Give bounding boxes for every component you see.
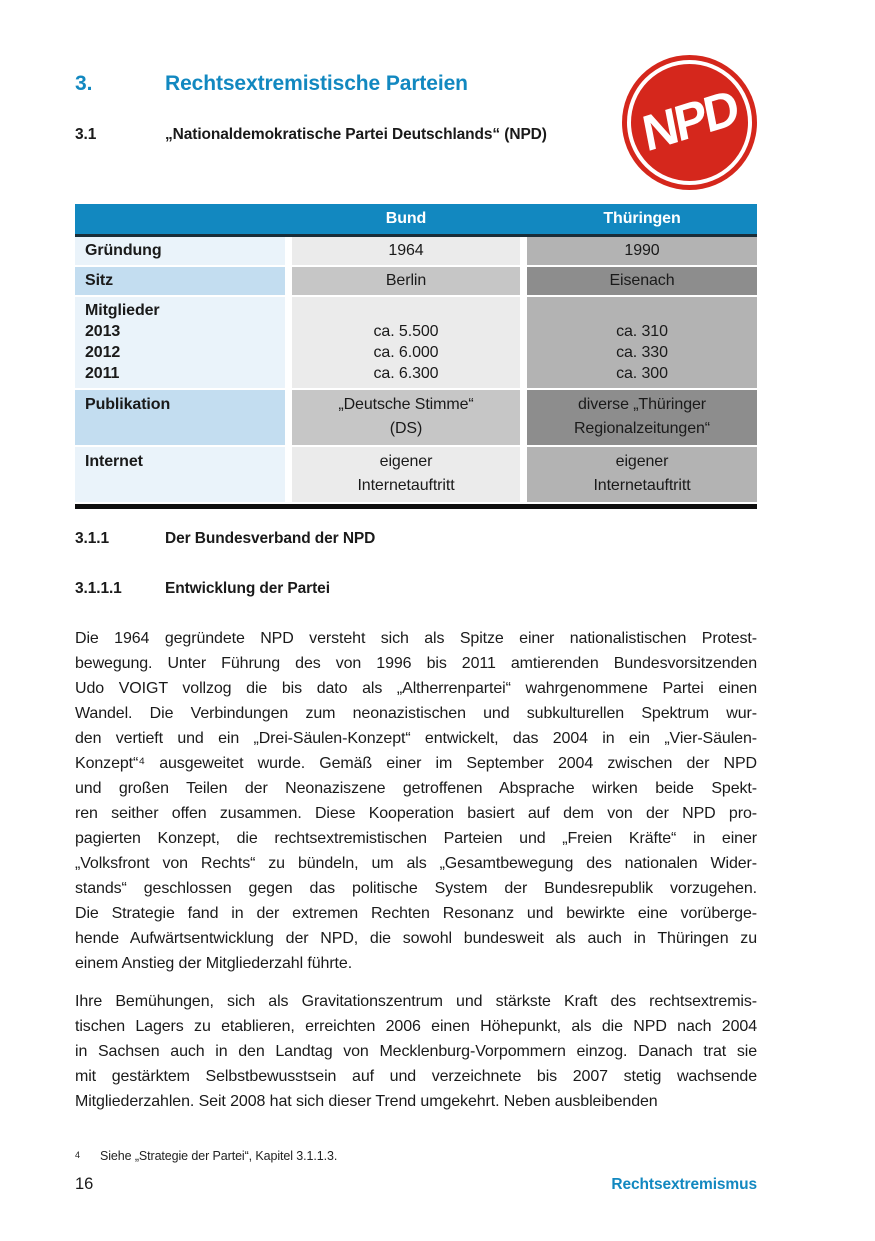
table-row: Mitglieder 2013 2012 2011 ca. 5.500 ca. 6.000… <box>75 297 757 388</box>
text-line: Mitgliederzahlen. Seit 2008 hat sich die… <box>75 1093 658 1110</box>
text-line: hende Aufwärtsentwicklung der NPD, die s… <box>75 930 757 947</box>
text-line: und großen Teilen der Neonaziszene getro… <box>75 780 757 797</box>
table-cell-label: Mitglieder 2013 2012 2011 <box>75 297 285 388</box>
cell-line: diverse „Thüringer <box>577 396 707 413</box>
cell-line: 1990 <box>624 242 660 259</box>
chapter-number: 3. <box>75 72 93 95</box>
section-heading-3-1-1: 3.1.1 Der Bundesverband der NPD <box>75 530 757 552</box>
cell-line: Internet <box>85 453 143 470</box>
table-cell-bund: Berlin <box>292 267 520 295</box>
cell-line: Gründung <box>85 242 162 259</box>
cell-line: 2012 <box>85 344 121 361</box>
table-cell-bund: ca. 5.500 ca. 6.000 ca. 6.300 <box>292 297 520 388</box>
page-number: 16 <box>75 1175 94 1193</box>
text-line: tischen Lagers zu etablieren, erreichten… <box>75 1018 757 1035</box>
table-cell-label: Sitz <box>75 267 285 295</box>
table-row: Publikation „Deutsche Stimme“ (DS) diverse … <box>75 390 757 445</box>
text-line: Udo VOIGT vollzog die bis dato als „Alth… <box>75 680 757 697</box>
text-line: Wandel. Die Verbindungen zum neonazistis… <box>75 705 757 722</box>
table-cell-bund: 1964 <box>292 237 520 265</box>
section-title: „Nationaldemokratische Partei Deutschlan… <box>165 126 547 143</box>
cell-line: Eisenach <box>609 272 675 289</box>
section-number: 3.1 <box>75 126 97 143</box>
section-heading-3-1: 3.1 „Nationaldemokratische Partei Deutsc… <box>75 126 757 148</box>
section-number: 3.1.1 <box>75 530 109 547</box>
paragraph: Die 1964 gegründete NPD versteht sich al… <box>75 626 757 976</box>
text-line: mit gestärktem Selbstbewusstsein auf und… <box>75 1068 757 1085</box>
cell-line: (DS) <box>389 420 423 437</box>
cell-line: ca. 5.500 <box>373 323 439 340</box>
page-footer: 16 Rechtsextremismus <box>75 1175 757 1194</box>
section-heading-3-1-1-1: 3.1.1.1 Entwicklung der Partei <box>75 580 757 602</box>
table-body: Gründung 1964 1990 Sitz Berlin Eisenach Mitgli… <box>75 237 757 502</box>
footnote-text: Siehe „Strategie der Partei“, Kapitel 3.… <box>100 1149 338 1163</box>
column-header-empty <box>75 204 285 234</box>
table-cell-thueringen: eigener Internetauftritt <box>527 447 757 502</box>
table-cell-thueringen: diverse „Thüringer Regionalzeitungen“ <box>527 390 757 445</box>
footnote: 4 Siehe „Strategie der Partei“, Kapitel … <box>75 1148 757 1164</box>
cell-line: „Deutsche Stimme“ <box>338 396 474 413</box>
cell-line: Berlin <box>385 272 427 289</box>
cell-line: eigener <box>615 453 669 470</box>
cell-line: ca. 300 <box>616 365 668 382</box>
text-line: Die Strategie fand in der extremen Recht… <box>75 905 757 922</box>
column-header-thueringen: Thüringen <box>603 209 681 227</box>
table-cell-thueringen: 1990 <box>527 237 757 265</box>
table-cell-thueringen: ca. 310 ca. 330 ca. 300 <box>527 297 757 388</box>
text-line: stands“ geschlossen gegen das politische… <box>75 880 757 897</box>
npd-party-logo: NPD <box>622 55 757 190</box>
chapter-title: Rechtsextremistische Parteien <box>165 72 468 95</box>
cell-line: ca. 310 <box>616 323 668 340</box>
cell-line: ca. 6.300 <box>373 365 439 382</box>
table-row: Internet eigener Internetauftritt eigener In… <box>75 447 757 502</box>
cell-line: Sitz <box>85 272 114 289</box>
text-line: in Sachsen auch in den Landtag von Meckl… <box>75 1043 757 1060</box>
cell-line: Regionalzeitungen“ <box>573 420 711 437</box>
table-header-row: Bund Thüringen <box>75 204 757 237</box>
cell-line: 1964 <box>388 242 424 259</box>
cell-line: Publikation <box>85 396 171 413</box>
cell-line: Mitglieder <box>85 302 160 319</box>
cell-line: 2013 <box>85 323 121 340</box>
column-header-bund: Bund <box>385 209 427 227</box>
paragraph: Ihre Bemühungen, sich als Gravitationsze… <box>75 989 757 1114</box>
section-number: 3.1.1.1 <box>75 580 122 597</box>
table-row: Sitz Berlin Eisenach <box>75 267 757 295</box>
table-cell-bund: „Deutsche Stimme“ (DS) <box>292 390 520 445</box>
text-line: Ihre Bemühungen, sich als Gravitationsze… <box>75 993 757 1010</box>
cell-line: Internetauftritt <box>593 477 691 494</box>
text-line: einem Anstieg der Mitgliederzahl führte. <box>75 955 353 972</box>
section-title: Der Bundesverband der NPD <box>165 530 376 547</box>
cell-spacer <box>537 300 747 321</box>
cell-line: ca. 330 <box>616 344 668 361</box>
text-line: „Volksfront von Rechts“ zu bündeln, um a… <box>75 855 757 872</box>
cell-line: Internetauftritt <box>357 477 455 494</box>
footer-chapter-label: Rechtsextremismus <box>611 1176 757 1193</box>
text-line: bewegung. Unter Führung des von 1996 bis… <box>75 655 757 672</box>
cell-line: ca. 6.000 <box>373 344 439 361</box>
text-line: pagierten Konzept, die rechtsextremistis… <box>75 830 757 847</box>
text-line: den vertieft und ein „Drei-Säulen-Konzep… <box>75 730 757 747</box>
body-text: Die 1964 gegründete NPD versteht sich al… <box>75 626 757 1114</box>
table-row: Gründung 1964 1990 <box>75 237 757 265</box>
table-cell-label: Publikation <box>75 390 285 445</box>
npd-info-table: Bund Thüringen Gründung 1964 1990 Sitz Berli… <box>75 204 757 509</box>
cell-line: eigener <box>379 453 433 470</box>
section-title: Entwicklung der Partei <box>165 580 330 597</box>
text-line: ren seither offen zusammen. Diese Kooper… <box>75 805 757 822</box>
table-cell-label: Internet <box>75 447 285 502</box>
text-line: Die 1964 gegründete NPD versteht sich al… <box>75 630 757 647</box>
chapter-heading: 3. Rechtsextremistische Parteien <box>75 72 757 100</box>
footnote-marker: 4 <box>75 1150 80 1160</box>
logo-ring <box>627 60 752 185</box>
cell-line: 2011 <box>85 365 120 382</box>
table-cell-label: Gründung <box>75 237 285 265</box>
table-cell-thueringen: Eisenach <box>527 267 757 295</box>
text-line: Konzept“⁴ ausgeweitet wurde. Gemäß einer… <box>75 755 757 772</box>
cell-spacer <box>302 300 510 321</box>
table-cell-bund: eigener Internetauftritt <box>292 447 520 502</box>
